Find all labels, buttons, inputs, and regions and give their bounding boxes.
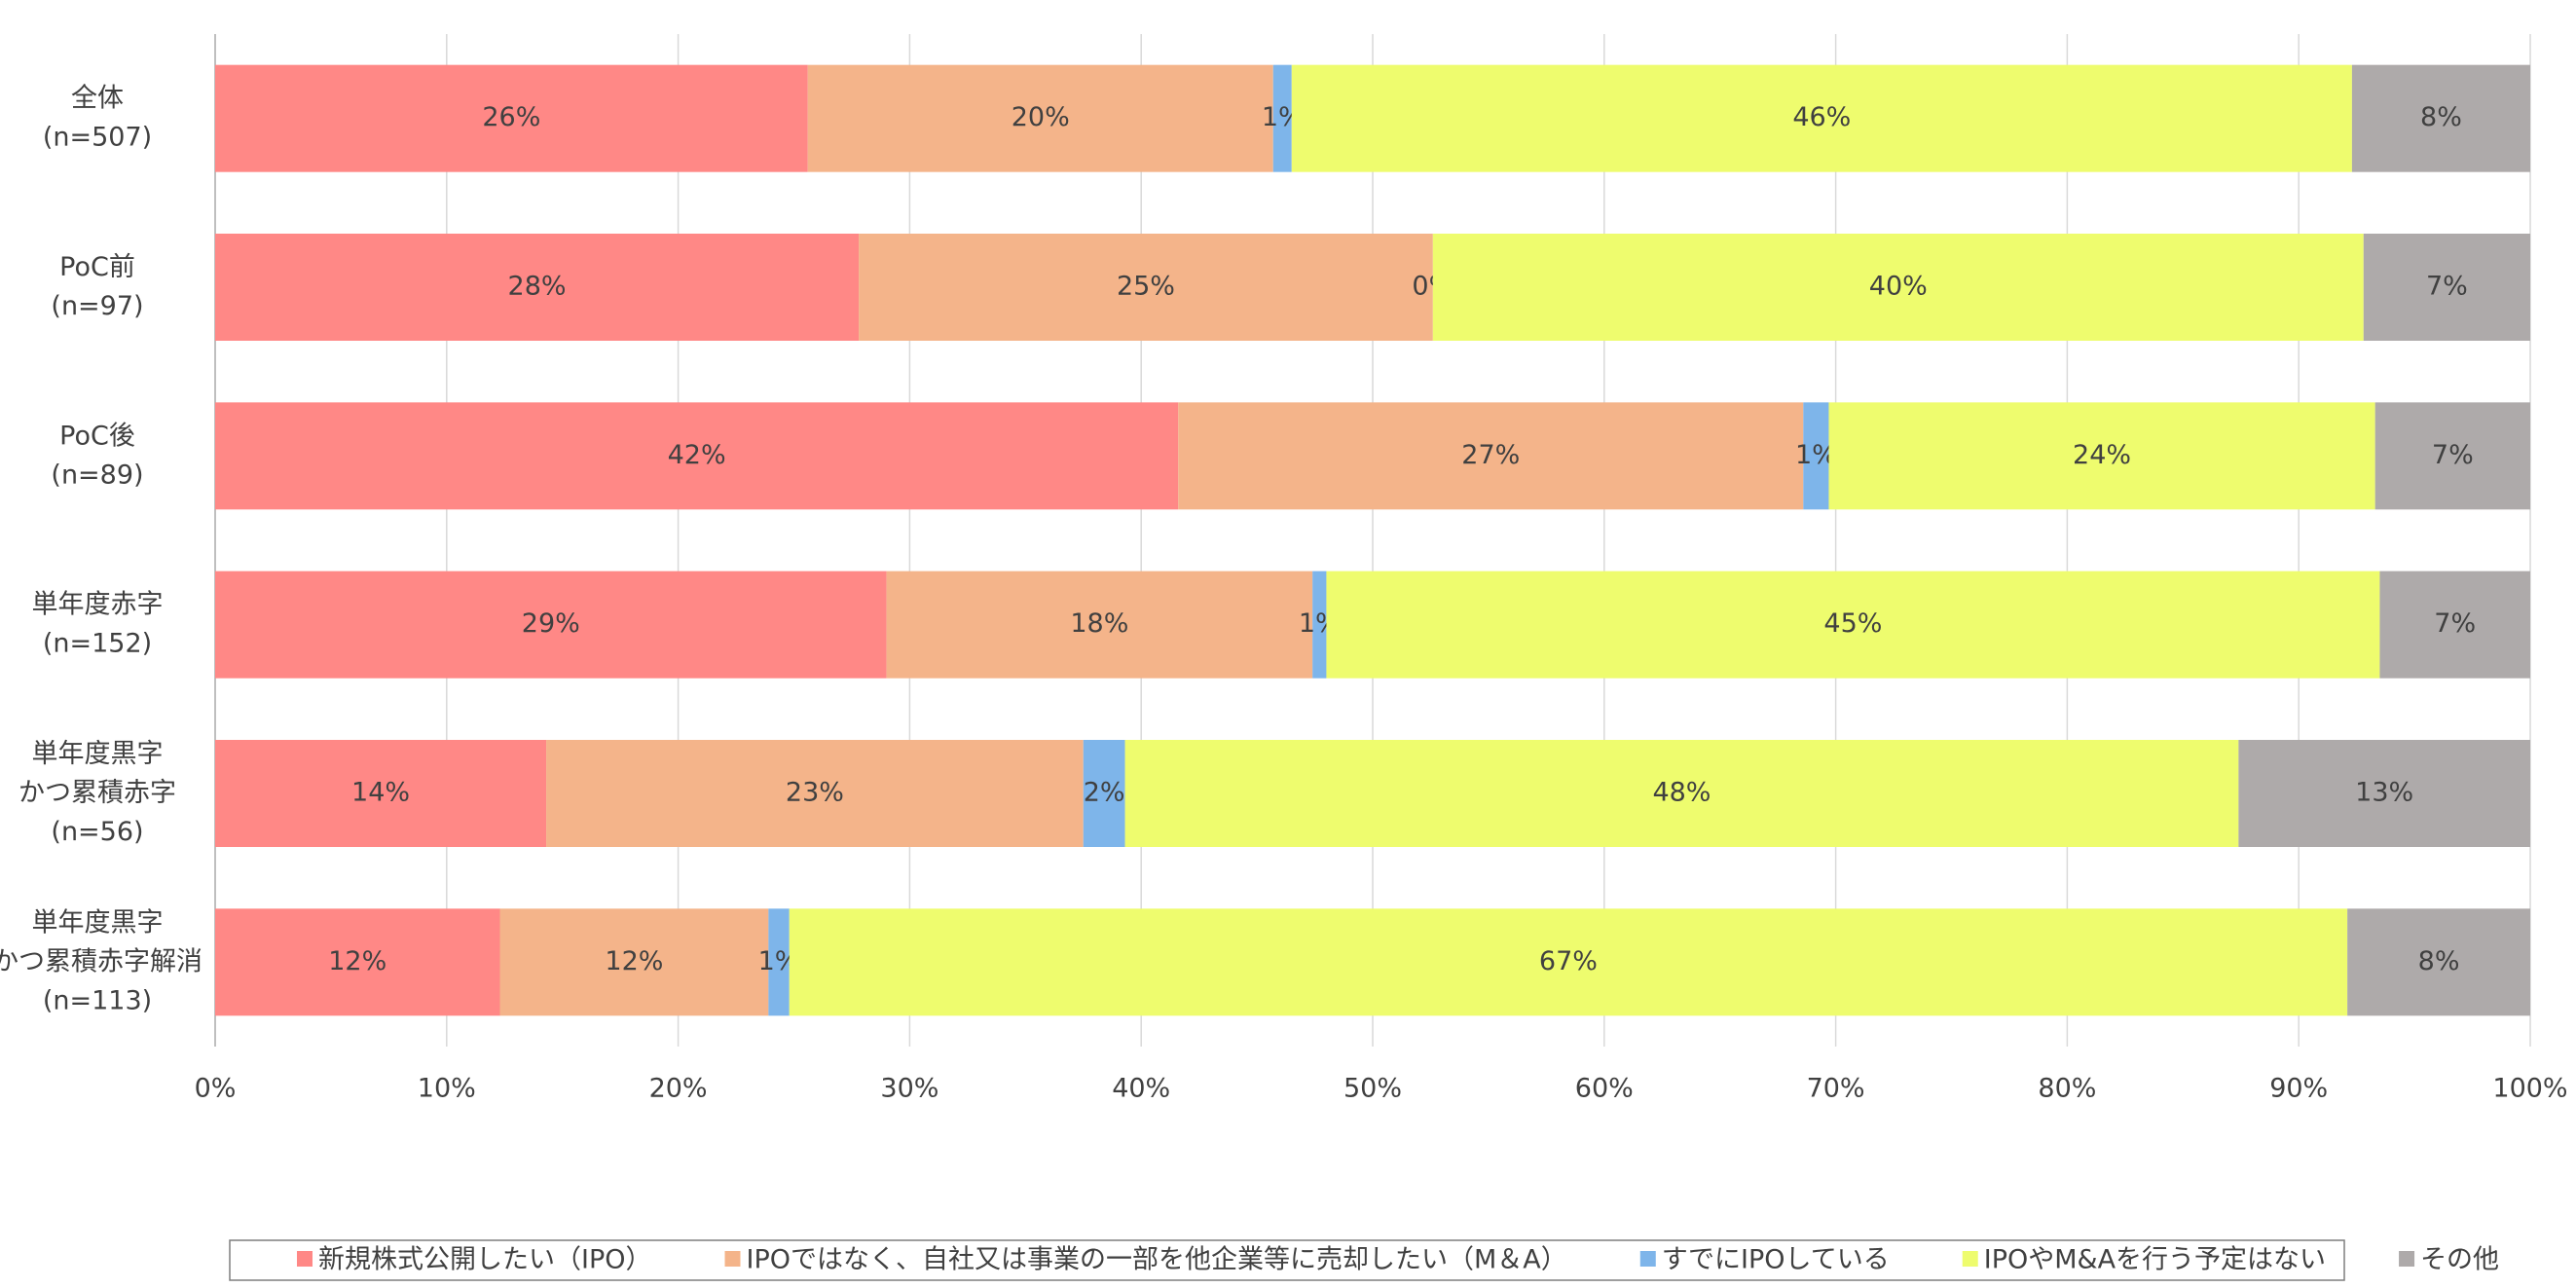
value-label: 45% xyxy=(1823,608,1882,639)
bar-segment xyxy=(2238,740,2530,847)
bar-segment xyxy=(215,64,808,172)
value-label: 13% xyxy=(2355,778,2413,808)
value-label: 26% xyxy=(482,102,540,132)
bar-segment xyxy=(215,402,1179,510)
value-label: 14% xyxy=(351,778,410,808)
x-tick-label: 0% xyxy=(195,1074,237,1104)
bar-segment xyxy=(215,570,887,679)
bar-segment xyxy=(1083,740,1125,847)
bar-segment xyxy=(886,570,1313,679)
value-label: 7% xyxy=(2434,608,2476,639)
legend-swatch xyxy=(297,1251,313,1267)
bar-segment xyxy=(1432,234,2364,341)
bar-segment xyxy=(2379,570,2530,679)
y-tick-label: 単年度赤字(n=152) xyxy=(32,589,164,658)
y-tick-label: PoC前(n=97) xyxy=(51,252,143,321)
value-label: 27% xyxy=(1461,440,1520,470)
bar-segment xyxy=(859,234,1433,341)
value-label: 25% xyxy=(1117,272,1175,302)
bar-segment xyxy=(1124,740,2239,847)
value-label: 40% xyxy=(1869,272,1928,302)
legend-box xyxy=(229,1239,2345,1281)
y-tick-label: 単年度黒字かつ累積赤字(n=56) xyxy=(18,739,176,847)
value-label: 12% xyxy=(605,946,663,976)
legend-swatch xyxy=(2399,1251,2415,1267)
value-label: 67% xyxy=(1539,946,1598,976)
x-tick-label: 50% xyxy=(1343,1074,1402,1104)
legend-label: その他 xyxy=(2420,1245,2499,1275)
x-tick-label: 20% xyxy=(649,1074,708,1104)
bar-segment xyxy=(2363,234,2530,341)
x-tick-label: 90% xyxy=(2269,1074,2328,1104)
bar-segment xyxy=(215,234,860,341)
x-tick-label: 80% xyxy=(2038,1074,2096,1104)
value-label: 48% xyxy=(1652,778,1711,808)
x-tick-label: 40% xyxy=(1112,1074,1170,1104)
legend-label: IPOではなく、自社又は事業の一部を他企業等に売却したい（M＆A） xyxy=(747,1245,1567,1275)
value-label: 8% xyxy=(2418,946,2460,976)
bar-segment xyxy=(546,740,1084,847)
y-tick-label: 単年度黒字かつ累積赤字解消(n=113) xyxy=(0,907,202,1015)
legend-label: すでにIPOしている xyxy=(1662,1245,1890,1275)
value-label: 29% xyxy=(522,608,580,639)
x-tick-label: 30% xyxy=(880,1074,938,1104)
bar-segment xyxy=(215,908,500,1016)
legend-swatch xyxy=(1639,1251,1656,1267)
value-label: 7% xyxy=(2432,440,2474,470)
bar-segment xyxy=(807,64,1273,172)
bar-segment xyxy=(1291,64,2352,172)
legend-label: IPOやM&Aを行う予定はない xyxy=(1984,1245,2326,1275)
bar-segment xyxy=(1326,570,2380,679)
y-tick-label: PoC後(n=89) xyxy=(51,421,143,490)
bar-segment xyxy=(2351,64,2530,172)
bar-segment xyxy=(1803,402,1829,510)
bar-segment xyxy=(1178,402,1804,510)
bar-segment xyxy=(768,908,790,1016)
bar-segment xyxy=(499,908,769,1016)
bar-segment xyxy=(2374,402,2530,510)
legend-label: 新規株式公開したい（IPO） xyxy=(318,1245,652,1275)
y-tick-label: 全体(n=507) xyxy=(43,83,152,152)
value-label: 24% xyxy=(2073,440,2131,470)
x-tick-label: 10% xyxy=(418,1074,476,1104)
value-label: 28% xyxy=(508,272,567,302)
bar-segment xyxy=(215,740,547,847)
value-label: 8% xyxy=(2420,102,2462,132)
x-tick-label: 100% xyxy=(2492,1074,2567,1104)
bar-segment xyxy=(2347,908,2530,1016)
value-label: 42% xyxy=(668,440,726,470)
value-label: 23% xyxy=(786,778,844,808)
legend-swatch xyxy=(724,1251,741,1267)
legend-swatch xyxy=(1962,1251,1978,1267)
x-tick-label: 60% xyxy=(1575,1074,1634,1104)
bar-segment xyxy=(1312,570,1327,679)
value-label: 18% xyxy=(1070,608,1128,639)
value-label: 7% xyxy=(2426,272,2468,302)
value-label: 12% xyxy=(328,946,386,976)
bar-segment xyxy=(1828,402,2375,510)
value-label: 46% xyxy=(1792,102,1851,132)
x-tick-label: 70% xyxy=(1807,1074,1865,1104)
value-label: 20% xyxy=(1012,102,1070,132)
value-label: 2% xyxy=(1084,778,1125,808)
bar-segment xyxy=(789,908,2348,1016)
bar-segment xyxy=(1272,64,1292,172)
